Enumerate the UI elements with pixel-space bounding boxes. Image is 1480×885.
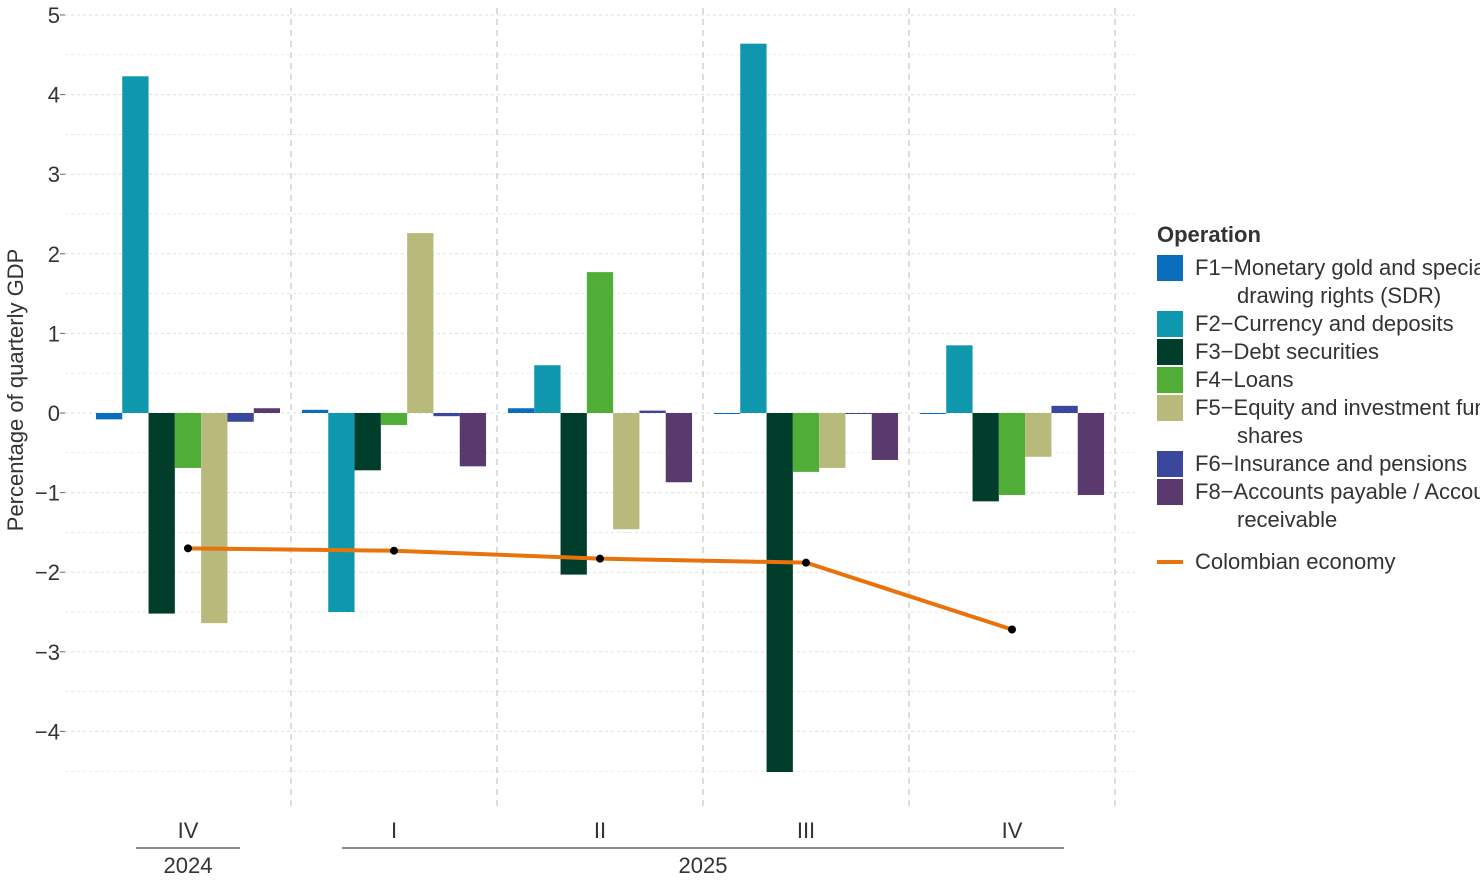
- bar-f5: [613, 413, 640, 530]
- y-tick-label: −2: [35, 560, 60, 585]
- bar-f4: [998, 413, 1026, 495]
- y-tick-label: 1: [48, 321, 60, 346]
- legend-label: F1−Monetary gold and special drawing rig…: [1195, 255, 1480, 308]
- line-point: [1008, 625, 1016, 634]
- legend-label: F2−Currency and deposits: [1195, 311, 1454, 336]
- bar-f5: [819, 413, 846, 468]
- legend: Operation F1−Monetary gold and special d…: [1157, 222, 1480, 576]
- bar-f3: [972, 413, 999, 502]
- bar-f2: [946, 345, 973, 413]
- legend-line-swatch: [1157, 560, 1183, 564]
- y-tick-label: 4: [48, 83, 60, 108]
- legend-item: F4−Loans: [1157, 366, 1480, 394]
- bar-f1: [95, 413, 123, 420]
- legend-item: F3−Debt securities: [1157, 338, 1480, 366]
- bar-f6: [845, 413, 872, 414]
- legend-label: Colombian economy: [1195, 549, 1396, 574]
- bar-f5: [407, 233, 434, 413]
- year-label: 2025: [679, 853, 728, 878]
- legend-swatch: [1157, 451, 1183, 477]
- x-tick-label: IV: [178, 818, 199, 843]
- x-tick-label: II: [594, 818, 606, 843]
- legend-swatch: [1157, 367, 1183, 393]
- legend-label: F3−Debt securities: [1195, 339, 1380, 364]
- bar-f1: [713, 413, 741, 414]
- line-point: [390, 546, 398, 555]
- bar-f6: [1051, 405, 1078, 413]
- bar-f2: [740, 43, 767, 413]
- line-point: [184, 544, 192, 553]
- bar-f1: [919, 413, 947, 414]
- bar-f3: [148, 413, 175, 614]
- bar-f1: [301, 409, 329, 413]
- legend-item: F1−Monetary gold and special drawing rig…: [1157, 254, 1480, 310]
- bar-f8: [871, 413, 899, 460]
- bar-f6: [227, 413, 254, 422]
- y-tick-label: 2: [48, 242, 60, 267]
- bar-f5: [201, 413, 228, 624]
- y-tick-label: −3: [35, 640, 60, 665]
- bar-f4: [174, 413, 202, 468]
- legend-item: F5−Equity and investment fund shares: [1157, 394, 1480, 450]
- bar-f3: [766, 413, 793, 772]
- bar-f2: [122, 76, 149, 414]
- bar-f8: [1077, 413, 1105, 495]
- legend-title: Operation: [1157, 222, 1261, 247]
- bar-f4: [792, 413, 820, 472]
- y-tick-label: 5: [48, 3, 60, 28]
- bar-f6: [639, 410, 666, 413]
- bar-f8: [253, 408, 281, 413]
- bar-f3: [560, 413, 587, 575]
- legend-label: F4−Loans: [1195, 367, 1294, 392]
- legend-item-line: Colombian economy: [1157, 548, 1480, 576]
- bar-f2: [328, 413, 355, 612]
- bar-f4: [380, 413, 408, 425]
- legend-label: F6−Insurance and pensions: [1195, 451, 1468, 476]
- legend-swatch: [1157, 479, 1183, 505]
- bar-f3: [354, 413, 381, 471]
- bar-f8: [459, 413, 487, 467]
- line-point: [596, 554, 604, 563]
- bar-f5: [1025, 413, 1052, 457]
- y-axis-label: Percentage of quarterly GDP: [3, 249, 28, 531]
- legend-item: F8−Accounts payable / Accounts receivabl…: [1157, 478, 1480, 534]
- y-tick-label: −4: [35, 719, 60, 744]
- legend-item: F6−Insurance and pensions: [1157, 450, 1480, 478]
- legend-swatch: [1157, 311, 1183, 337]
- line-point: [802, 558, 810, 567]
- y-tick-label: −1: [35, 481, 60, 506]
- y-tick-label: 0: [48, 401, 60, 426]
- x-tick-label: III: [797, 818, 815, 843]
- x-tick-label: IV: [1002, 818, 1023, 843]
- legend-label: F8−Accounts payable / Accounts receivabl…: [1195, 479, 1480, 532]
- bar-f4: [586, 272, 614, 413]
- bar-f1: [507, 408, 535, 413]
- legend-swatch: [1157, 339, 1183, 365]
- bar-f8: [665, 413, 693, 483]
- legend-label: F5−Equity and investment fund shares: [1195, 395, 1480, 448]
- bar-f2: [534, 365, 561, 413]
- y-tick-label: 3: [48, 162, 60, 187]
- x-tick-label: I: [391, 818, 397, 843]
- legend-swatch: [1157, 255, 1183, 281]
- legend-item: F2−Currency and deposits: [1157, 310, 1480, 338]
- year-label: 2024: [164, 853, 213, 878]
- bar-f6: [433, 413, 460, 417]
- legend-swatch: [1157, 395, 1183, 421]
